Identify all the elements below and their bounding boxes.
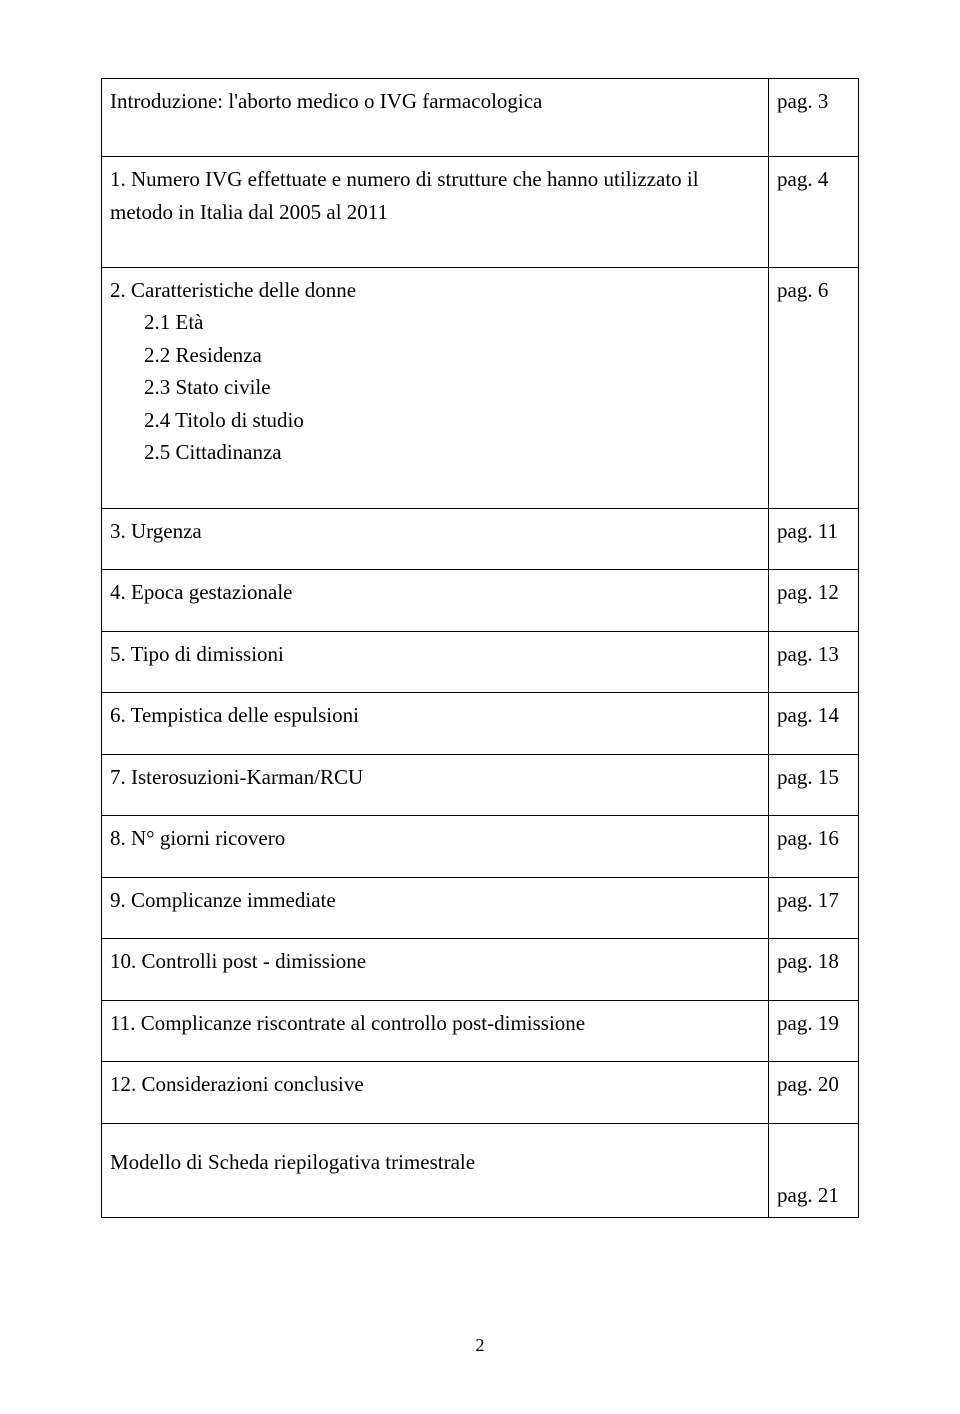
toc-entry-page: pag. 4 (769, 157, 859, 268)
toc-entry-page: pag. 21 (769, 1124, 859, 1218)
toc-entry-page: pag. 19 (769, 1000, 859, 1062)
toc-entry-text: 5. Tipo di dimissioni (102, 631, 769, 693)
table-row: 10. Controlli post - dimissione pag. 18 (102, 939, 859, 1001)
table-row: 6. Tempistica delle espulsioni pag. 14 (102, 693, 859, 755)
table-row: 7. Isterosuzioni-Karman/RCU pag. 15 (102, 754, 859, 816)
toc-entry-page: pag. 18 (769, 939, 859, 1001)
toc-entry-title: 2. Caratteristiche delle donne (110, 274, 760, 307)
toc-entry-page: pag. 6 (769, 267, 859, 508)
toc-entry-subitem: 2.1 Età (110, 306, 760, 339)
table-row: 5. Tipo di dimissioni pag. 13 (102, 631, 859, 693)
toc-entry-subitem: 2.5 Cittadinanza (110, 436, 760, 469)
table-row: 2. Caratteristiche delle donne2.1 Età2.2… (102, 267, 859, 508)
toc-entry-subitem: 2.2 Residenza (110, 339, 760, 372)
table-row: 9. Complicanze immediate pag. 17 (102, 877, 859, 939)
toc-entry-text: 2. Caratteristiche delle donne2.1 Età2.2… (102, 267, 769, 508)
toc-entry-title: Introduzione: l'aborto medico o IVG farm… (110, 85, 760, 118)
table-row: Introduzione: l'aborto medico o IVG farm… (102, 79, 859, 157)
table-row: 4. Epoca gestazionale pag. 12 (102, 570, 859, 632)
toc-entry-title: 1. Numero IVG effettuate e numero di str… (110, 163, 760, 228)
toc-entry-page: pag. 15 (769, 754, 859, 816)
toc-entry-page: pag. 16 (769, 816, 859, 878)
toc-entry-title: 9. Complicanze immediate (110, 884, 760, 917)
table-row: 11. Complicanze riscontrate al controllo… (102, 1000, 859, 1062)
toc-entry-text: 3. Urgenza (102, 508, 769, 570)
toc-entry-title: 8. N° giorni ricovero (110, 822, 760, 855)
table-row: 1. Numero IVG effettuate e numero di str… (102, 157, 859, 268)
table-row: 8. N° giorni ricovero pag. 16 (102, 816, 859, 878)
toc-entry-text: 9. Complicanze immediate (102, 877, 769, 939)
toc-entry-page: pag. 13 (769, 631, 859, 693)
toc-entry-text: 11. Complicanze riscontrate al controllo… (102, 1000, 769, 1062)
toc-entry-title: 7. Isterosuzioni-Karman/RCU (110, 761, 760, 794)
document-page: Introduzione: l'aborto medico o IVG farm… (0, 0, 960, 1414)
toc-entry-page: pag. 11 (769, 508, 859, 570)
toc-entry-text: 8. N° giorni ricovero (102, 816, 769, 878)
toc-entry-subitem: 2.4 Titolo di studio (110, 404, 760, 437)
toc-entry-title: 6. Tempistica delle espulsioni (110, 699, 760, 732)
toc-entry-title: Modello di Scheda riepilogativa trimestr… (110, 1146, 760, 1179)
toc-entry-title: 3. Urgenza (110, 515, 760, 548)
table-row: Modello di Scheda riepilogativa trimestr… (102, 1124, 859, 1218)
toc-entry-page: pag. 17 (769, 877, 859, 939)
toc-entry-text: 6. Tempistica delle espulsioni (102, 693, 769, 755)
toc-entry-page: pag. 20 (769, 1062, 859, 1124)
toc-entry-page: pag. 3 (769, 79, 859, 157)
toc-entry-text: 10. Controlli post - dimissione (102, 939, 769, 1001)
toc-entry-text: 1. Numero IVG effettuate e numero di str… (102, 157, 769, 268)
toc-entry-text: Introduzione: l'aborto medico o IVG farm… (102, 79, 769, 157)
toc-entry-text: 12. Considerazioni conclusive (102, 1062, 769, 1124)
toc-entry-page: pag. 14 (769, 693, 859, 755)
toc-entry-title: 10. Controlli post - dimissione (110, 945, 760, 978)
toc-entry-text: Modello di Scheda riepilogativa trimestr… (102, 1124, 769, 1218)
toc-entry-text: 7. Isterosuzioni-Karman/RCU (102, 754, 769, 816)
table-row: 3. Urgenza pag. 11 (102, 508, 859, 570)
toc-entry-text: 4. Epoca gestazionale (102, 570, 769, 632)
toc-table: Introduzione: l'aborto medico o IVG farm… (101, 78, 859, 1218)
toc-entry-title: 4. Epoca gestazionale (110, 576, 760, 609)
toc-entry-title: 12. Considerazioni conclusive (110, 1068, 760, 1101)
toc-entry-title: 5. Tipo di dimissioni (110, 638, 760, 671)
page-number: 2 (0, 1335, 960, 1356)
toc-entry-subitem: 2.3 Stato civile (110, 371, 760, 404)
table-row: 12. Considerazioni conclusive pag. 20 (102, 1062, 859, 1124)
toc-entry-title: 11. Complicanze riscontrate al controllo… (110, 1007, 760, 1040)
toc-entry-page: pag. 12 (769, 570, 859, 632)
